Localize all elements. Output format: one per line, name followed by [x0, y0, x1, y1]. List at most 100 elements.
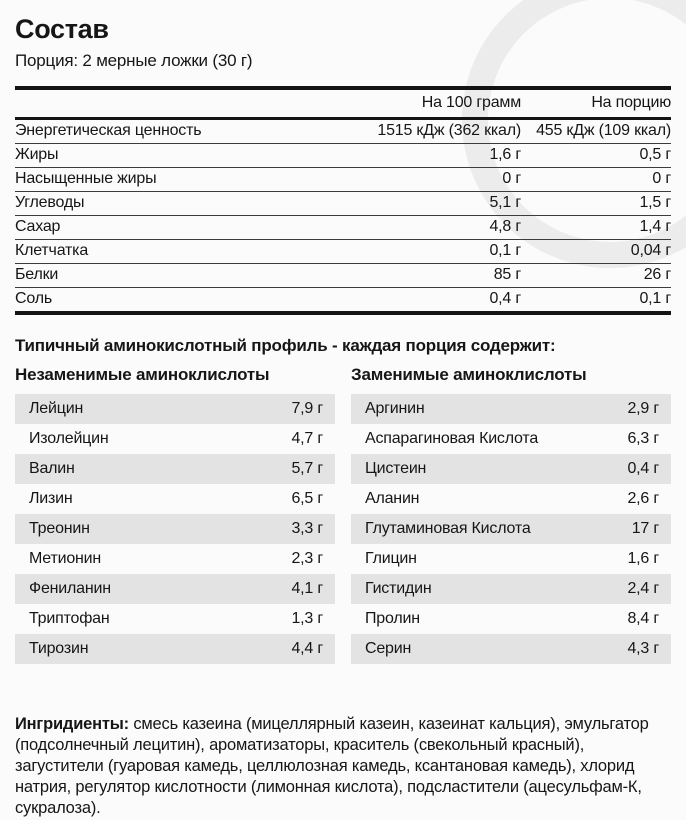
col-header-per-serving: На порцию: [521, 88, 671, 120]
non-essential-amino-table: Аргинин 2,9 г Аспарагиновая Кислота 6,3 …: [351, 394, 671, 664]
essential-amino-header: Незаменимые аминоклислоты: [15, 365, 270, 384]
table-row: Жиры 1,6 г 0,5 г: [15, 143, 671, 168]
amino-amount: 4,4 г: [291, 640, 323, 657]
amino-amount: 2,3 г: [291, 550, 323, 567]
non-essential-amino-column: Заменимые аминоклислоты Аргинин 2,9 г Ас…: [351, 365, 671, 664]
list-item: Изолейцин 4,7 г: [15, 424, 335, 454]
list-item: Аланин 2,6 г: [351, 484, 671, 514]
amino-amount: 0,4 г: [627, 460, 659, 477]
table-row: Сахар 4,8 г 1,4 г: [15, 215, 671, 240]
table-row: Энергетическая ценность 1515 кДж (362 кк…: [15, 118, 671, 144]
page-title: Состав: [15, 14, 109, 44]
amino-profile-title: Типичный аминокислотный профиль - каждая…: [15, 336, 556, 355]
ingredients-paragraph: Ингридиенты: смесь казеина (мицеллярный …: [15, 714, 660, 819]
amino-name: Гистидин: [365, 580, 432, 597]
value-per-100g: 1,6 г: [316, 143, 521, 168]
amino-name: Лизин: [29, 490, 73, 507]
list-item: Аспарагиновая Кислота 6,3 г: [351, 424, 671, 454]
composition-label: Состав Порция: 2 мерные ложки (30 г) На …: [15, 0, 671, 820]
spacer-cell: [15, 88, 316, 120]
list-item: Лизин 6,5 г: [15, 484, 335, 514]
amino-amount: 4,1 г: [291, 580, 323, 597]
list-item: Пролин 8,4 г: [351, 604, 671, 634]
amino-amount: 6,5 г: [291, 490, 323, 507]
value-per-serving: 0 г: [521, 167, 671, 192]
nutrient-label: Насыщенные жиры: [15, 167, 316, 192]
amino-amount: 5,7 г: [291, 460, 323, 477]
list-item: Треонин 3,3 г: [15, 514, 335, 544]
amino-amount: 4,7 г: [291, 430, 323, 447]
amino-amount: 3,3 г: [291, 520, 323, 537]
list-item: Глутаминовая Кислота 17 г: [351, 514, 671, 544]
nutrient-label: Энергетическая ценность: [15, 118, 316, 144]
value-per-100g: 0,4 г: [489, 290, 521, 307]
nutrition-table: На 100 грамм На порцию Энергетическая це…: [15, 86, 671, 315]
amino-name: Фениланин: [29, 580, 111, 597]
amino-name: Лейцин: [29, 400, 84, 417]
value-per-serving: 455 кДж (109 ккал): [521, 118, 671, 144]
amino-amount: 4,3 г: [627, 640, 659, 657]
amino-name: Аланин: [365, 490, 420, 507]
amino-amount: 2,9 г: [627, 400, 659, 417]
table-row: Насыщенные жиры 0 г 0 г: [15, 167, 671, 192]
table-row: Соль 0,4 г 0,1 г: [15, 288, 671, 314]
value-per-serving: 0,04 г: [521, 239, 671, 264]
table-row: Белки 85 г 26 г: [15, 263, 671, 288]
value-per-serving: 1,5 г: [521, 191, 671, 216]
amino-name: Аргинин: [365, 400, 425, 417]
amino-amount: 7,9 г: [291, 400, 323, 417]
value-per-100g: 5,1 г: [316, 191, 521, 216]
value-per-100g: 0 г: [316, 167, 521, 192]
ingredients-label: Ингридиенты:: [15, 715, 129, 733]
essential-amino-column: Незаменимые аминоклислоты Лейцин 7,9 г И…: [15, 365, 335, 664]
amino-name: Серин: [365, 640, 412, 657]
amino-amount: 6,3 г: [627, 430, 659, 447]
amino-name: Глицин: [365, 550, 417, 567]
amino-name: Изолейцин: [29, 430, 109, 447]
list-item: Лейцин 7,9 г: [15, 394, 335, 424]
nutrient-label: Жиры: [15, 143, 316, 168]
value-per-100g: 4,8 г: [316, 215, 521, 240]
table-row: Углеводы 5,1 г 1,5 г: [15, 191, 671, 216]
list-item: Цистеин 0,4 г: [351, 454, 671, 484]
nutrient-label: Клетчатка: [15, 239, 316, 264]
amino-columns: Незаменимые аминоклислоты Лейцин 7,9 г И…: [15, 365, 671, 664]
amino-amount: 1,3 г: [291, 610, 323, 627]
nutrient-label: Углеводы: [15, 191, 316, 216]
value-per-100g: 1515 кДж (362 ккал): [316, 118, 521, 144]
list-item: Серин 4,3 г: [351, 634, 671, 664]
non-essential-amino-header: Заменимые аминоклислоты: [351, 365, 587, 384]
nutrient-label: Соль: [15, 290, 52, 307]
amino-amount: 17 г: [631, 520, 659, 537]
amino-name: Цистеин: [365, 460, 427, 477]
amino-name: Тирозин: [29, 640, 89, 657]
value-per-100g: 85 г: [316, 263, 521, 288]
amino-name: Валин: [29, 460, 75, 477]
list-item: Гистидин 2,4 г: [351, 574, 671, 604]
list-item: Глицин 1,6 г: [351, 544, 671, 574]
list-item: Аргинин 2,9 г: [351, 394, 671, 424]
serving-size-text: Порция: 2 мерные ложки (30 г): [15, 51, 253, 70]
nutrient-label: Белки: [15, 263, 316, 288]
table-row: Клетчатка 0,1 г 0,04 г: [15, 239, 671, 264]
amino-name: Глутаминовая Кислота: [365, 520, 531, 537]
amino-amount: 8,4 г: [627, 610, 659, 627]
list-item: Триптофан 1,3 г: [15, 604, 335, 634]
value-per-serving: 1,4 г: [521, 215, 671, 240]
amino-name: Аспарагиновая Кислота: [365, 430, 539, 447]
nutrient-label: Сахар: [15, 215, 316, 240]
value-per-serving: 0,1 г: [639, 290, 671, 307]
amino-name: Триптофан: [29, 610, 110, 627]
amino-amount: 2,4 г: [627, 580, 659, 597]
amino-amount: 1,6 г: [627, 550, 659, 567]
essential-amino-table: Лейцин 7,9 г Изолейцин 4,7 г Валин 5,7 г…: [15, 394, 335, 664]
list-item: Валин 5,7 г: [15, 454, 335, 484]
col-header-per-100g: На 100 грамм: [316, 88, 521, 120]
amino-amount: 2,6 г: [627, 490, 659, 507]
value-per-serving: 26 г: [521, 263, 671, 288]
list-item: Тирозин 4,4 г: [15, 634, 335, 664]
nutrition-header-row: На 100 грамм На порцию: [15, 88, 671, 120]
amino-name: Пролин: [365, 610, 420, 627]
value-per-100g: 0,1 г: [316, 239, 521, 264]
list-item: Фениланин 4,1 г: [15, 574, 335, 604]
